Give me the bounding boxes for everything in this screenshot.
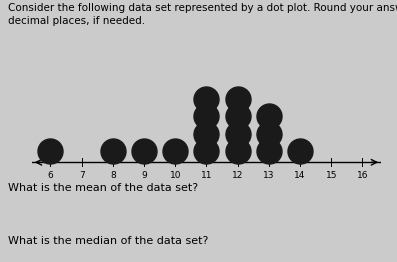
Text: 16: 16 (357, 171, 368, 180)
Text: 9: 9 (141, 171, 147, 180)
Text: Consider the following data set represented by a dot plot. Round your answers to: Consider the following data set represen… (8, 3, 397, 26)
Text: 15: 15 (326, 171, 337, 180)
Text: What is the median of the data set?: What is the median of the data set? (8, 236, 208, 246)
Text: 7: 7 (79, 171, 85, 180)
Text: 12: 12 (232, 171, 243, 180)
Text: 6: 6 (48, 171, 53, 180)
Text: 8: 8 (110, 171, 116, 180)
Text: 13: 13 (263, 171, 275, 180)
Text: 10: 10 (170, 171, 181, 180)
Text: What is the mean of the data set?: What is the mean of the data set? (8, 183, 198, 193)
Text: 11: 11 (201, 171, 212, 180)
Text: 14: 14 (294, 171, 306, 180)
